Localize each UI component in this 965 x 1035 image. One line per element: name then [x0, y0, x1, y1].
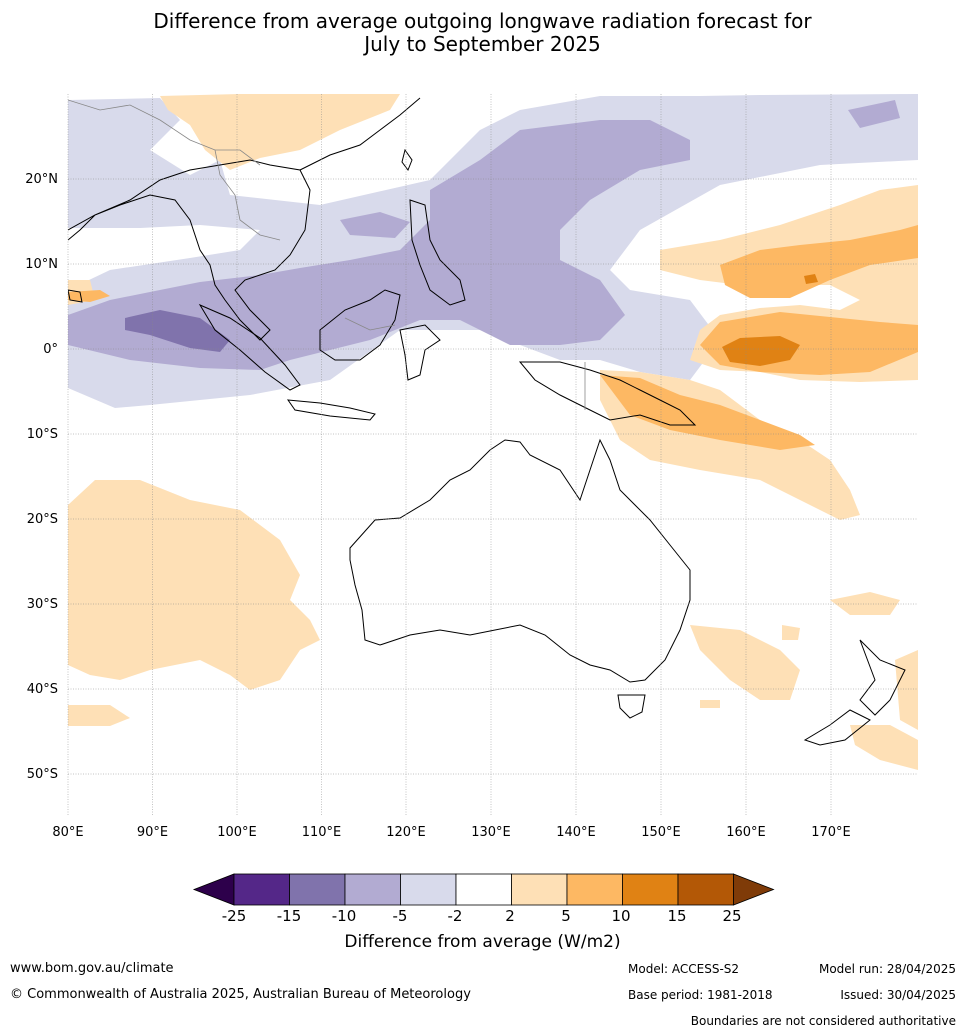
lat-label: 10°N [25, 257, 58, 272]
country-borders [68, 99, 586, 410]
new-guinea-coastline [518, 361, 697, 426]
footer-model-run: Model run: 28/04/2025 [818, 962, 956, 976]
colorbar-swatch [622, 873, 679, 906]
lat-label: 40°S [27, 682, 58, 697]
lat-label: 0° [43, 342, 58, 357]
colorbar-tick: 15 [667, 907, 687, 925]
lat-label: 20°N [25, 172, 58, 187]
lat-label: 30°S [27, 597, 58, 612]
coastlines [68, 97, 906, 746]
latitude-labels: 20°N 10°N 0° 10°S 20°S 30°S 40°S 50°S [25, 172, 58, 782]
colorbar-label: Difference from average (W/m2) [344, 932, 621, 952]
lat-label: 10°S [27, 427, 58, 442]
australia-coastline [349, 438, 691, 683]
footer-issued: Issued: 30/04/2025 [840, 988, 956, 1002]
footer-base-period: Base period: 1981-2018 [628, 988, 773, 1002]
lon-label: 130°E [471, 825, 511, 840]
footer-model: Model: ACCESS-S2 [628, 962, 740, 976]
lon-label: 80°E [52, 825, 83, 840]
asia-coastline [68, 159, 311, 341]
lat-label: 20°S [27, 512, 58, 527]
lon-label: 90°E [137, 825, 168, 840]
colorbar-tick: 2 [505, 907, 515, 925]
colorbar-swatch [511, 873, 568, 906]
colorbar-tick: 10 [611, 907, 631, 925]
lon-label: 120°E [386, 825, 426, 840]
footer-copyright: © Commonwealth of Australia 2025, Austra… [10, 987, 471, 1002]
footer-boundaries: Boundaries are not considered authoritat… [690, 1014, 956, 1028]
gridlines [67, 94, 918, 816]
colorbar-swatch [289, 873, 346, 906]
lon-label: 170°E [811, 825, 851, 840]
anomaly-dark-orange [722, 274, 818, 366]
colorbar-tick: -5 [392, 907, 408, 925]
colorbar-swatch [677, 873, 734, 906]
colorbar-tick: 25 [722, 907, 742, 925]
colorbar-swatch [344, 873, 401, 906]
colorbar-tick: -25 [221, 907, 247, 925]
tasmania-coastline [617, 694, 646, 719]
colorbar [192, 873, 775, 906]
colorbar-swatch [566, 873, 623, 906]
colorbar-swatch [233, 873, 290, 906]
lon-label: 140°E [556, 825, 596, 840]
lat-label: 50°S [27, 767, 58, 782]
new-zealand-coastline [859, 639, 906, 716]
lon-label: 160°E [726, 825, 766, 840]
chart-title: Difference from average outgoing longwav… [0, 10, 965, 56]
colorbar-tick: -2 [447, 907, 463, 925]
title-line-1: Difference from average outgoing longwav… [153, 9, 812, 33]
colorbar-extend-low [192, 873, 235, 906]
colorbar-tick: -10 [331, 907, 357, 925]
sumatra-coastline [198, 303, 301, 391]
colorbar-swatch [400, 873, 457, 906]
colorbar-swatch [455, 873, 512, 906]
lon-label: 150°E [641, 825, 681, 840]
colorbar-tick: -15 [276, 907, 302, 925]
colorbar-tick: 5 [561, 907, 571, 925]
lon-label: 110°E [302, 825, 342, 840]
anomaly-medium-purple [68, 100, 900, 370]
footer-website: www.bom.gov.au/climate [10, 961, 174, 976]
longitude-labels: 80°E 90°E 100°E 110°E 120°E 130°E 140°E … [52, 825, 850, 840]
anomaly-dark-purple [125, 310, 230, 352]
lon-label: 100°E [217, 825, 257, 840]
colorbar-extend-high [733, 873, 775, 906]
borneo-coastline [319, 289, 401, 361]
title-line-2: July to September 2025 [364, 32, 601, 56]
